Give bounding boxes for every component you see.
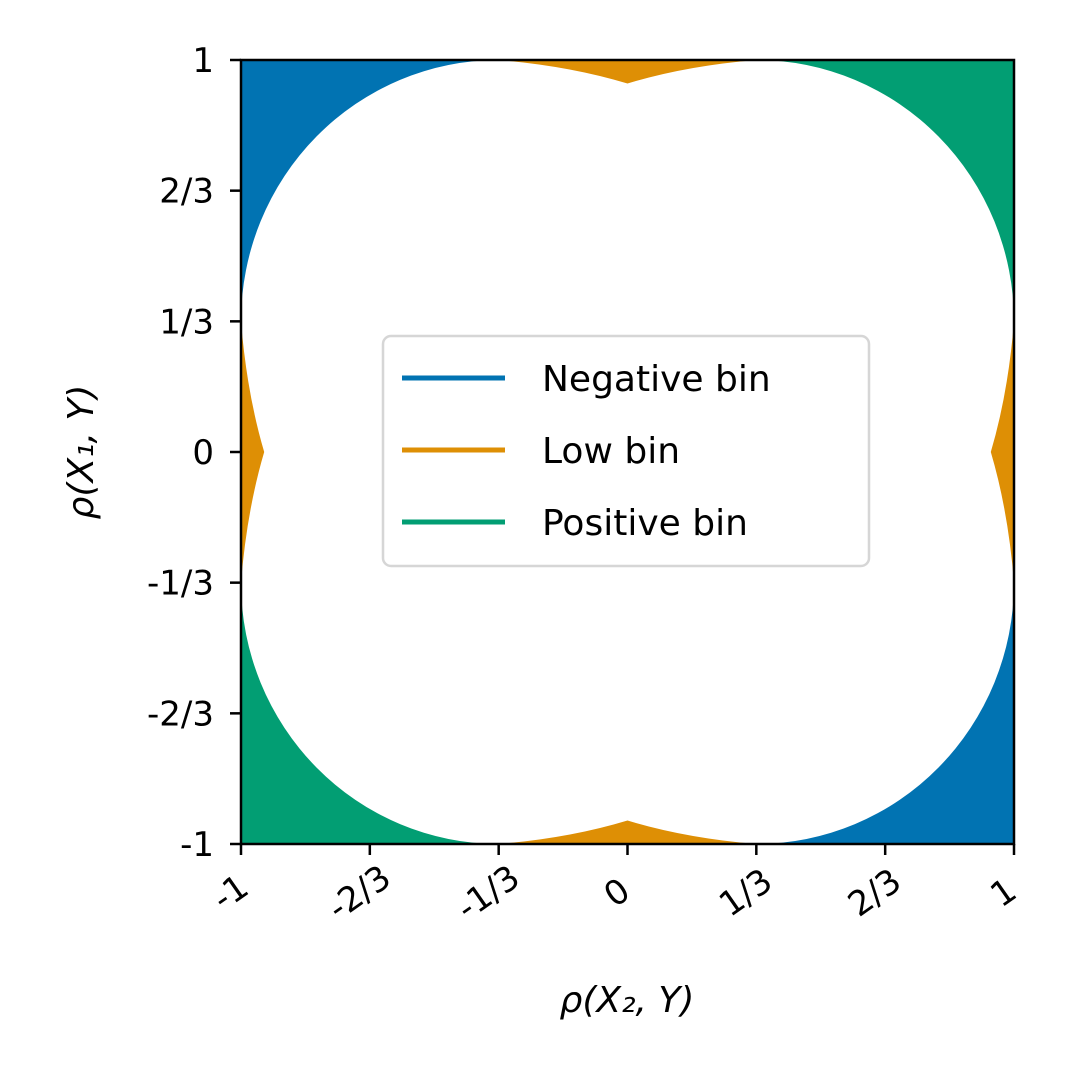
legend-label: Positive bin — [542, 503, 748, 544]
y-tick-label: -1/3 — [147, 564, 214, 604]
x-tick-label: 2/3 — [841, 861, 909, 925]
x-tick-label: 1/3 — [712, 861, 780, 925]
legend: Negative bin Low bin Positive bin — [381, 334, 871, 568]
x-tick-label: 1 — [983, 870, 1024, 915]
y-tick-label: -1 — [180, 825, 214, 865]
y-ticks: -1 -2/3 -1/3 0 1/3 2/3 1 — [147, 41, 241, 865]
legend-label: Negative bin — [542, 359, 771, 400]
y-tick-label: -2/3 — [147, 694, 214, 734]
x-tick-label: -1/3 — [449, 857, 527, 928]
x-tick-label: 0 — [597, 870, 638, 915]
x-tick-label: -1 — [205, 867, 256, 919]
plot-regions — [241, 60, 1014, 844]
y-tick-label: 2/3 — [159, 172, 214, 212]
x-tick-label: -2/3 — [321, 857, 399, 928]
legend-box — [381, 334, 871, 568]
x-axis-label: ρ(X₂, Y) — [560, 980, 695, 1021]
y-tick-label: 1/3 — [159, 302, 214, 342]
legend-label: Low bin — [542, 431, 680, 472]
y-tick-label: 1 — [192, 41, 214, 81]
y-axis-label: ρ(X₁, Y) — [61, 385, 102, 520]
y-tick-label: 0 — [192, 433, 214, 473]
x-ticks: -1 -2/3 -1/3 0 1/3 2/3 1 — [205, 844, 1024, 929]
